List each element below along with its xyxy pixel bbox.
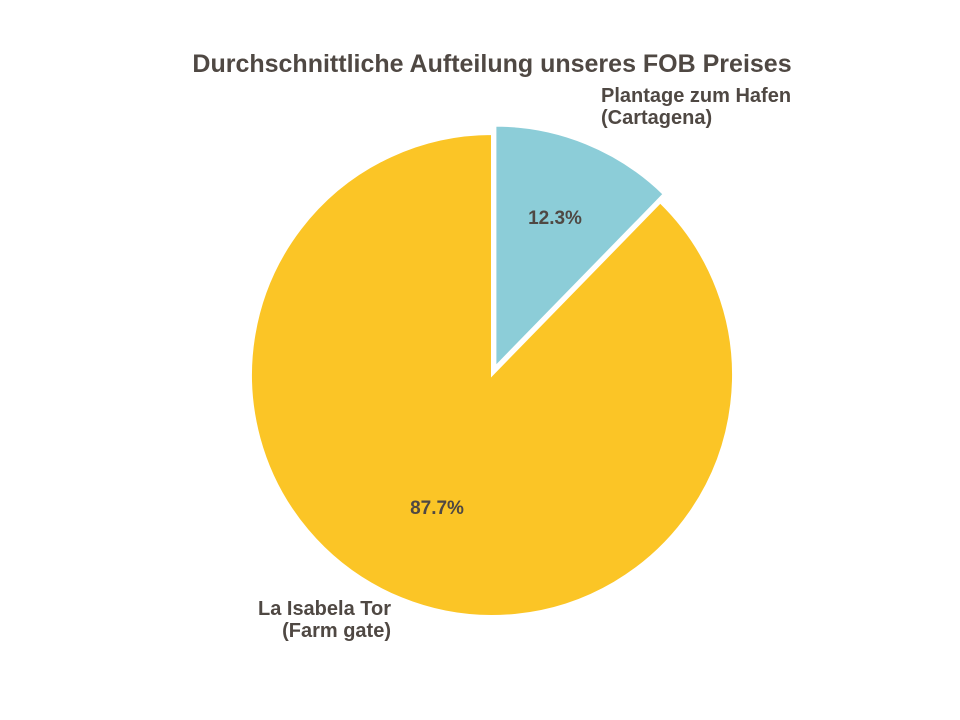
pie-slice-1 (250, 132, 734, 617)
slice-value-label-1: 87.7% (410, 498, 464, 519)
slice-name-label-1: La Isabela Tor (Farm gate) (258, 598, 391, 642)
pie-slice-0 (494, 124, 666, 370)
slice-value-label-0: 12.3% (528, 208, 582, 229)
pie-labels: 12.3% Plantage zum Hafen (Cartagena) 87.7% L… (258, 85, 791, 642)
slice-name-label-0: Plantage zum Hafen (Cartagena) (601, 85, 791, 129)
chart-title: Durchschnittliche Aufteilung unseres FOB… (192, 50, 792, 78)
pie-slices (250, 124, 734, 617)
